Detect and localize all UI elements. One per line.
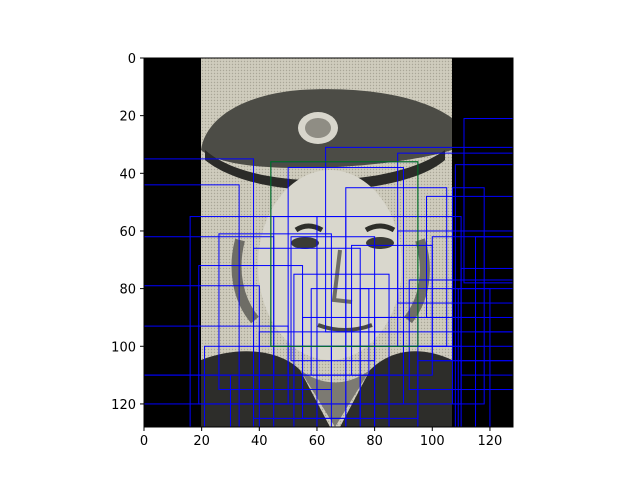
highlight-bbox — [270, 161, 419, 347]
y-tick-label-40: 40 — [119, 167, 136, 182]
y-tick-label-100: 100 — [111, 340, 136, 355]
bbox-31 — [451, 187, 485, 405]
y-tick-label-60: 60 — [119, 225, 136, 240]
bbox-2 — [144, 184, 240, 427]
photo-image — [144, 58, 513, 427]
bbox-20 — [325, 146, 513, 333]
right-eyebrow — [364, 223, 396, 233]
cap-visor — [205, 150, 445, 191]
mouth — [317, 323, 373, 332]
x-tick-label-100: 100 — [420, 434, 445, 449]
y-tick-label-0: 0 — [128, 52, 136, 67]
uniform-right — [340, 351, 452, 427]
bbox-36 — [475, 236, 513, 333]
right-eye — [366, 237, 394, 249]
y-tick-label-20: 20 — [119, 110, 136, 125]
x-tick-label-20: 20 — [193, 434, 210, 449]
bbox-10 — [218, 233, 332, 391]
bbox-15 — [290, 236, 376, 362]
axis-ticks: 0 20 40 60 80 100 120 0 20 40 60 80 100 120 — [111, 52, 502, 449]
right-ear — [403, 238, 430, 324]
x-tick-label-80: 80 — [366, 434, 383, 449]
x-tick-label-60: 60 — [309, 434, 326, 449]
axes-frame — [143, 57, 514, 428]
y-tick-label-80: 80 — [119, 283, 136, 298]
bbox-16 — [293, 273, 390, 427]
bbox-33 — [457, 288, 513, 427]
x-tick-label-0: 0 — [140, 434, 148, 449]
bbox-35 — [463, 118, 513, 284]
y-tick-label-120: 120 — [111, 398, 136, 413]
bbox-30 — [431, 236, 513, 362]
left-eyebrow — [294, 223, 324, 233]
bbox-23 — [359, 288, 491, 427]
bbox-29 — [426, 195, 513, 318]
left-eye — [291, 237, 319, 249]
bbox-37 — [229, 374, 376, 427]
shirt-collar — [300, 370, 370, 427]
bbox-34 — [460, 267, 513, 376]
x-tick-label-120: 120 — [478, 434, 503, 449]
cap-badge-center — [305, 118, 331, 138]
left-ear — [231, 238, 259, 324]
bbox-32 — [454, 164, 513, 427]
bbox-24 — [374, 316, 477, 427]
bounding-boxes — [144, 58, 513, 427]
x-tick-label-40: 40 — [251, 434, 268, 449]
